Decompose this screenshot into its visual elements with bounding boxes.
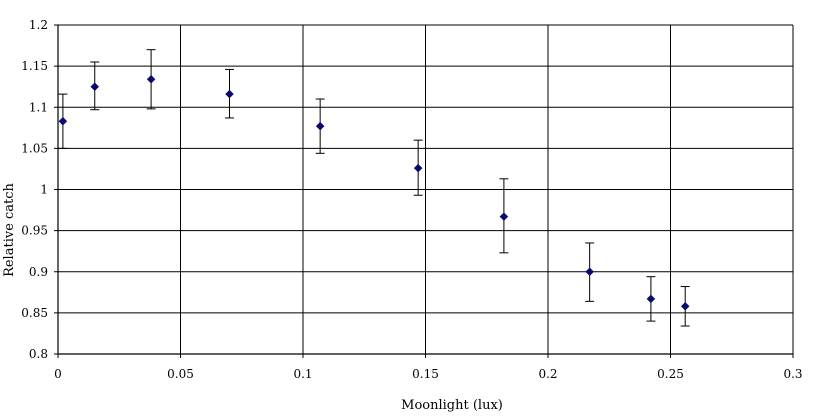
axes: [54, 24, 794, 358]
y-tick-label: 1: [40, 183, 48, 197]
y-tick-label: 1.05: [21, 141, 48, 155]
x-tick-label: 0.15: [412, 367, 439, 381]
grid-lines: [57, 24, 794, 355]
y-tick-label: 1.1: [29, 100, 48, 114]
data-point: [499, 212, 509, 221]
y-tick-label: 0.8: [29, 347, 48, 361]
data-point: [315, 121, 325, 131]
y-tick-label: 1.15: [21, 59, 48, 73]
y-axis-label: Relative catch: [2, 182, 17, 276]
data-point: [680, 301, 690, 311]
data-point: [146, 74, 156, 84]
x-tick-label: 0.05: [167, 367, 194, 381]
y-tick-label: 1.2: [29, 18, 48, 32]
data-point: [225, 89, 234, 99]
data-point: [413, 163, 423, 173]
x-tick-label: 0.25: [657, 367, 684, 381]
y-tick-label: 0.95: [21, 224, 48, 238]
x-tick-label: 0.1: [293, 367, 312, 381]
x-tick-label: 0.2: [538, 367, 557, 381]
x-tick-label: 0.3: [783, 367, 802, 381]
tick-labels: 0.8 0.85 0.9 0.95 1 1.05 1.1 1.15 1.2 0 0.05 0.1 0.1…: [21, 18, 802, 381]
y-tick-label: 0.85: [21, 306, 48, 320]
x-tick-label: 0: [54, 367, 62, 381]
data-points: [58, 74, 690, 311]
data-point: [58, 116, 68, 126]
error-bars: [58, 49, 690, 327]
data-point: [585, 267, 595, 277]
x-axis-label: Moonlight (lux): [401, 398, 503, 413]
data-point: [90, 82, 100, 92]
y-tick-label: 0.9: [29, 265, 48, 279]
data-point: [646, 294, 656, 304]
